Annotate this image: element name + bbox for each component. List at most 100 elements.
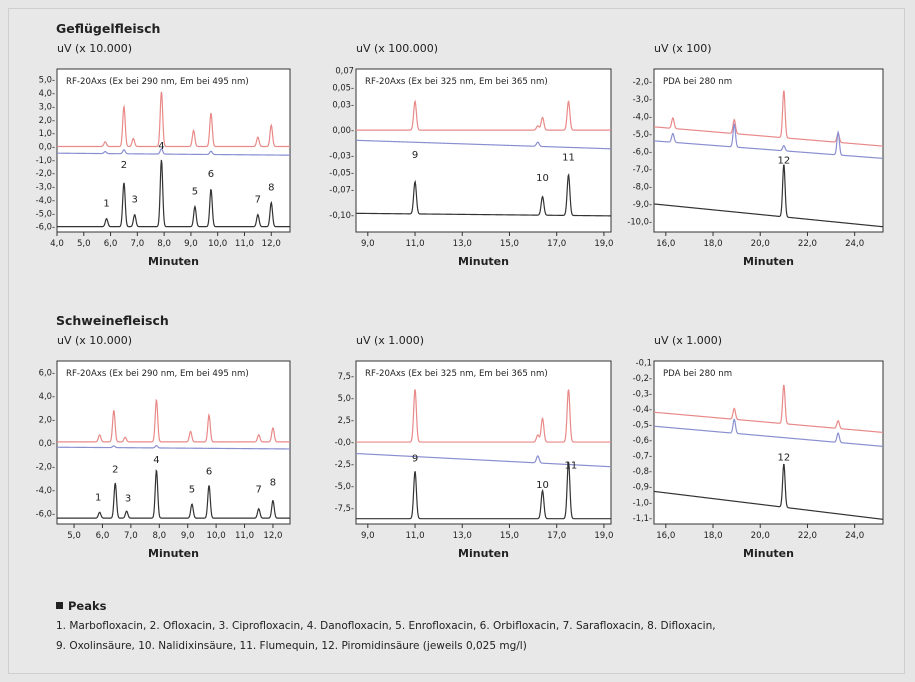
trace-blue [57, 147, 290, 156]
x-tick-label: 12,0 [263, 531, 282, 541]
trace-red [57, 91, 290, 148]
peak-label: 10 [536, 173, 549, 184]
y-tick-label: 4,0- [39, 391, 55, 401]
legend-header: Peaks [68, 599, 107, 613]
chart-2: uV (x 100) PDA bei 280 nm -2,0- -3,0- -4,0- -… [627, 42, 884, 268]
y-tick-label: -0,1 [636, 358, 652, 368]
chart-1: uV (x 100.000) RF-20Axs (Ex bei 325 nm, E… [329, 42, 613, 268]
x-tick-label: 6,0 [104, 239, 118, 249]
peak-label: 6 [208, 169, 214, 180]
trace-black [654, 463, 883, 520]
y-tick-label: 3,0- [39, 101, 55, 111]
x-tick-label: 22,0 [798, 531, 817, 541]
peak-label: 8 [270, 477, 276, 488]
y-tick-label: 2,5- [338, 415, 354, 425]
x-tick-label: 9,0 [361, 531, 375, 541]
chart-4: uV (x 1.000) RF-20Axs (Ex bei 325 nm, Em … [335, 334, 614, 560]
y-tick-label: -0,6- [633, 435, 652, 445]
trace-red [57, 398, 290, 443]
peak-label: 8 [268, 183, 274, 194]
section-title-pork: Schweinefleisch [56, 313, 169, 328]
y-tick-label: -2,0- [633, 76, 652, 86]
y-tick-label: -3,0- [36, 182, 55, 192]
peak-label: 9 [412, 453, 418, 464]
x-tick-label: 9,0 [184, 239, 198, 249]
x-tick-label: 13,0 [453, 239, 472, 249]
y-tick-label: -2,5- [335, 459, 354, 469]
x-tick-label: 4,0 [50, 239, 64, 249]
unit-label: uV (x 10.000) [57, 334, 132, 347]
detector-label: RF-20Axs (Ex bei 325 nm, Em bei 365 nm) [365, 369, 548, 379]
y-tick-label: 5,0- [338, 393, 354, 403]
y-tick-label: 4,0- [39, 88, 55, 98]
unit-label: uV (x 100) [654, 42, 712, 55]
peak-label: 9 [412, 150, 418, 161]
trace-red [654, 90, 883, 147]
y-tick-label: -3,0- [633, 94, 652, 104]
y-tick-label: -5,0- [36, 208, 55, 218]
peak-label: 3 [131, 195, 137, 206]
peak-label: 12 [777, 452, 790, 463]
y-tick-label: -0,0- [335, 437, 354, 447]
detector-label: RF-20Axs (Ex bei 290 nm, Em bei 495 nm) [66, 369, 249, 379]
chromatogram-charts: uV (x 10.000) RF-20Axs (Ex bei 290 nm, Em… [36, 42, 884, 560]
x-tick-label: 16,0 [656, 239, 675, 249]
x-tick-label: 10,0 [207, 531, 226, 541]
peak-label: 5 [189, 484, 195, 495]
chart-0: uV (x 10.000) RF-20Axs (Ex bei 290 nm, Em… [36, 42, 291, 268]
y-tick-label: 2,0- [39, 415, 55, 425]
peak-label: 4 [153, 455, 159, 466]
x-tick-label: 15,0 [500, 239, 519, 249]
x-tick-label: 9,0 [181, 531, 195, 541]
trace-red [356, 389, 611, 443]
y-tick-label: 2,0- [39, 115, 55, 125]
detector-label: RF-20Axs (Ex bei 290 nm, Em bei 495 nm) [66, 77, 249, 87]
x-tick-label: 22,0 [798, 239, 817, 249]
x-tick-label: 6,0 [96, 531, 110, 541]
chart-5: uV (x 1.000) PDA bei 280 nm -0,1 -0,2- -0,3-… [633, 334, 884, 560]
y-tick-label: -1,0- [36, 155, 55, 165]
unit-label: uV (x 10.000) [57, 42, 132, 55]
x-tick-label: 16,0 [656, 531, 675, 541]
x-tick-label: 13,0 [453, 531, 472, 541]
peak-label: 2 [112, 464, 118, 475]
x-tick-label: 19,0 [594, 531, 613, 541]
x-tick-label: 24,0 [845, 239, 864, 249]
legend-line-2: 9. Oxolinsäure, 10. Nalidixinsäure, 11. … [56, 640, 527, 652]
x-tick-label: 18,0 [703, 531, 722, 541]
unit-label: uV (x 1.000) [654, 334, 722, 347]
x-axis-label: Minuten [458, 547, 509, 560]
chart-3: uV (x 10.000) RF-20Axs (Ex bei 290 nm, Em… [36, 334, 291, 560]
plot-area [653, 360, 884, 525]
detector-label: RF-20Axs (Ex bei 325 nm, Em bei 365 nm) [365, 77, 548, 87]
y-tick-label: -4,0- [633, 111, 652, 121]
x-tick-label: 24,0 [845, 531, 864, 541]
peak-label: 3 [125, 494, 131, 505]
y-tick-label: -0,8- [633, 466, 652, 476]
trace-red [356, 99, 611, 131]
y-tick-label: -0,03- [329, 151, 354, 161]
y-tick-label: 7,5- [338, 371, 354, 381]
peak-label: 1 [95, 493, 101, 504]
trace-black [356, 461, 611, 520]
trace-black [654, 164, 883, 228]
unit-label: uV (x 100.000) [356, 42, 438, 55]
x-tick-label: 17,0 [547, 239, 566, 249]
legend-square-icon [56, 602, 63, 609]
y-tick-label: -1,0- [633, 497, 652, 507]
peak-label: 11 [564, 460, 577, 471]
peak-label: 11 [562, 153, 575, 164]
peak-label: 4 [158, 141, 164, 152]
y-tick-label: -9,0- [633, 199, 652, 209]
x-tick-label: 17,0 [547, 531, 566, 541]
x-tick-label: 7,0 [131, 239, 145, 249]
unit-label: uV (x 1.000) [356, 334, 424, 347]
x-tick-label: 11,0 [235, 531, 254, 541]
y-tick-label: 0,07 [335, 66, 354, 76]
x-tick-label: 5,0 [67, 531, 81, 541]
y-tick-label: -0,07- [329, 185, 354, 195]
legend-line-1: 1. Marbofloxacin, 2. Ofloxacin, 3. Cipro… [56, 620, 716, 632]
peak-label: 1 [103, 199, 109, 210]
y-tick-label: 0,0- [39, 438, 55, 448]
plot-area [56, 68, 291, 233]
